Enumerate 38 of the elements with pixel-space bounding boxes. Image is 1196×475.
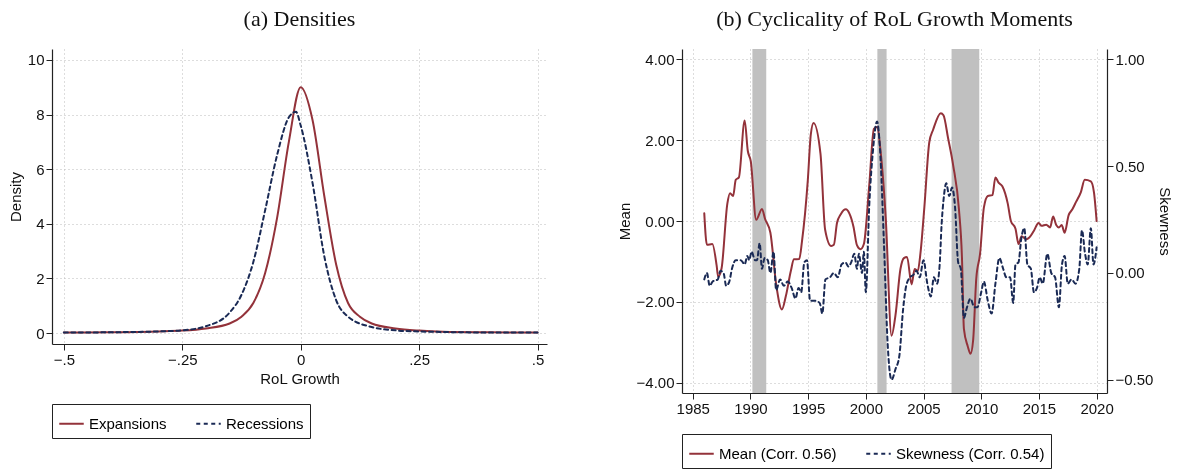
chart-title: (b) Cyclicality of RoL Growth Moments	[716, 6, 1073, 31]
y-tick-label: 2.00	[645, 131, 675, 149]
y-tick-label: −2.00	[636, 293, 675, 311]
x-tick-label: .25	[409, 350, 431, 368]
x-tick-label: 2000	[849, 399, 884, 417]
y-tick-label: 2	[36, 269, 45, 287]
x-tick-label: 1985	[676, 399, 710, 417]
x-tick-label: 1995	[791, 399, 826, 417]
x-tick-label: 2020	[1080, 399, 1114, 417]
y2-tick-label: 0.00	[1115, 264, 1145, 282]
y-tick-label: 10	[27, 51, 45, 69]
x-tick-label: 0	[297, 350, 306, 368]
x-tick-label: 2015	[1022, 399, 1057, 417]
y-tick-label: 0.00	[645, 212, 675, 230]
y-tick-label: 8	[36, 106, 45, 124]
y-axis-title: Mean	[615, 202, 633, 241]
y-tick-label: 6	[36, 160, 45, 178]
y-tick-label: 4.00	[645, 51, 675, 68]
legend-label: Recessions	[226, 414, 304, 432]
y-tick-label: −4.00	[636, 374, 675, 391]
x-axis-title: RoL Growth	[260, 369, 340, 387]
y2-tick-label: 0.50	[1115, 157, 1145, 175]
x-tick-label: −.5	[53, 350, 75, 368]
legend-label: Skewness (Corr. 0.54)	[896, 444, 1045, 462]
chart-title: (a) Densities	[243, 6, 356, 31]
x-tick-label: 1990	[734, 399, 768, 417]
y2-tick-label: 1.00	[1115, 50, 1145, 68]
x-tick-label: 2005	[907, 399, 941, 417]
legend-label: Mean (Corr. 0.56)	[719, 444, 837, 462]
y-tick-label: 0	[36, 324, 45, 342]
y2-axis-title: Skewness	[1157, 187, 1175, 256]
x-tick-label: −.25	[167, 350, 198, 368]
y2-tick-label: −0.50	[1115, 371, 1154, 389]
x-tick-label: .5	[531, 350, 545, 368]
legend-label: Expansions	[89, 414, 167, 432]
x-tick-label: 2010	[965, 399, 999, 417]
y-axis-title: Density	[6, 171, 24, 223]
y-tick-label: 4	[36, 215, 45, 233]
